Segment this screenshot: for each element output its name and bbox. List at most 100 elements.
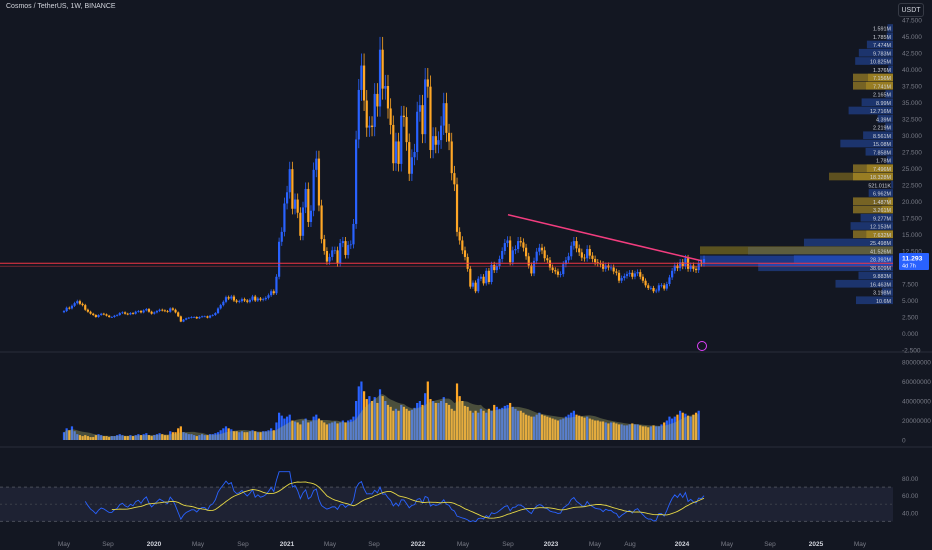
volume-profile-bar bbox=[840, 139, 893, 148]
volume-profile-bar bbox=[888, 65, 893, 74]
volume-bar bbox=[129, 435, 132, 440]
candle-body bbox=[495, 266, 498, 271]
candle-body bbox=[570, 245, 573, 257]
candle-body bbox=[644, 280, 647, 286]
volume-bar bbox=[418, 401, 421, 440]
time-axis-label: May bbox=[58, 541, 71, 548]
candle-body bbox=[307, 188, 310, 222]
candle-body bbox=[206, 316, 209, 318]
candle-body bbox=[517, 241, 520, 250]
volume-bar bbox=[267, 430, 270, 440]
candle-body bbox=[362, 65, 366, 101]
volume-bar bbox=[601, 421, 605, 440]
volume-bar bbox=[296, 422, 299, 440]
volume-bar bbox=[357, 386, 360, 440]
candle-body bbox=[92, 313, 95, 316]
price-tick-label: 37.500 bbox=[902, 84, 922, 91]
volume-bar bbox=[145, 433, 148, 440]
volume-bar bbox=[219, 430, 222, 440]
candle-body bbox=[402, 115, 406, 118]
rsi-tick-label: 60.00 bbox=[902, 493, 919, 500]
volume-bar bbox=[517, 410, 520, 440]
price-lines bbox=[0, 213, 893, 267]
candle-body bbox=[413, 152, 416, 158]
volume-profile-label: 3.198M bbox=[873, 291, 891, 297]
volume-bar bbox=[139, 435, 143, 440]
volume-profile-bar bbox=[863, 131, 893, 140]
volume-bar bbox=[211, 434, 214, 440]
volume-bar bbox=[394, 408, 398, 440]
price-tick-label: 2.500 bbox=[902, 315, 919, 322]
candle-body bbox=[546, 258, 549, 261]
candle-body bbox=[243, 299, 246, 301]
volume-profile-label: 10.6M bbox=[876, 299, 891, 305]
volume-bar bbox=[612, 422, 615, 440]
volume-bar bbox=[158, 433, 161, 440]
price-tick-label: 15.000 bbox=[902, 232, 922, 239]
resistance-trendline bbox=[507, 213, 703, 262]
volume-bar bbox=[548, 417, 552, 440]
candle-body bbox=[339, 243, 342, 264]
volume-bar bbox=[280, 415, 283, 440]
volume-bar bbox=[155, 434, 159, 440]
volume-profile-label: 1.487M bbox=[873, 200, 891, 206]
volume-bar bbox=[498, 408, 501, 440]
candle-body bbox=[349, 244, 352, 246]
volume-bar bbox=[392, 410, 395, 440]
candle-body bbox=[668, 277, 671, 284]
volume-bar bbox=[362, 391, 366, 440]
chart-title: Cosmos / TetherUS, 1W, BINANCE bbox=[6, 3, 116, 10]
candle-body bbox=[408, 142, 411, 174]
candle-body bbox=[161, 309, 164, 311]
volume-bar bbox=[501, 407, 504, 440]
candle-body bbox=[171, 308, 174, 310]
time-axis-label: 2025 bbox=[809, 541, 824, 548]
volume-bar bbox=[519, 410, 522, 440]
volume-profile-value-area bbox=[853, 164, 893, 173]
candle-body bbox=[641, 276, 645, 281]
volume-bar bbox=[591, 419, 594, 440]
volume-bar bbox=[580, 416, 583, 440]
candle-body bbox=[604, 265, 607, 269]
volume-bar bbox=[681, 412, 684, 440]
candle-body bbox=[373, 93, 376, 127]
candle-body bbox=[400, 115, 403, 164]
volume-bar bbox=[639, 425, 642, 440]
candle-body bbox=[381, 49, 384, 89]
volume-bar bbox=[254, 431, 257, 440]
candle-body bbox=[129, 313, 132, 315]
volume-bar bbox=[623, 425, 626, 440]
volume-bar bbox=[317, 418, 321, 440]
volume-bar bbox=[81, 436, 84, 440]
candle-body bbox=[200, 316, 204, 318]
volume-profile-label: 9.277M bbox=[873, 216, 891, 222]
volume-bar bbox=[588, 418, 591, 440]
volume-bar bbox=[551, 418, 554, 440]
value-area-band bbox=[700, 255, 893, 267]
time-axis-label: 2021 bbox=[280, 541, 295, 548]
candle-body bbox=[347, 245, 350, 255]
candle-body bbox=[426, 79, 429, 87]
candle-body bbox=[567, 256, 570, 261]
candle-body bbox=[564, 260, 568, 265]
candle-body bbox=[615, 271, 618, 273]
volume-bar bbox=[570, 412, 573, 440]
volume-bar bbox=[572, 410, 575, 440]
volume-bar bbox=[251, 430, 254, 440]
volume-bar bbox=[434, 402, 437, 440]
volume-profile-label: 12.716M bbox=[870, 109, 891, 115]
volume-bar bbox=[73, 431, 76, 440]
currency-button[interactable]: USDT bbox=[898, 3, 924, 17]
volume-bar bbox=[416, 402, 419, 440]
volume-bar bbox=[222, 428, 225, 440]
volume-bar bbox=[686, 415, 690, 440]
volume-bar bbox=[607, 423, 610, 440]
volume-bar bbox=[554, 419, 557, 440]
volume-bar bbox=[474, 410, 477, 440]
volume-bar bbox=[586, 416, 589, 440]
candle-body bbox=[384, 86, 387, 89]
candle-body bbox=[386, 86, 390, 109]
candle-body bbox=[240, 299, 244, 302]
candle-body bbox=[612, 267, 615, 272]
